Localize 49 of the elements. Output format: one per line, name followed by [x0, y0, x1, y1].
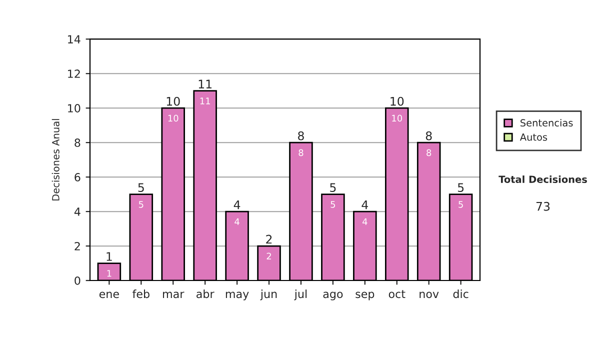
legend-label: Sentencias	[520, 118, 573, 127]
x-tick-label: dic	[453, 290, 468, 298]
data-label: 4	[362, 218, 368, 225]
x-tick-label: nov	[420, 292, 439, 298]
total-label: 2	[266, 234, 272, 244]
x-tick-label: jun	[260, 290, 277, 300]
data-label: 5	[330, 201, 336, 208]
data-label: 2	[266, 252, 271, 260]
total-label: 5	[458, 183, 464, 192]
total-label: 11	[198, 80, 212, 88]
data-label: 5	[458, 201, 463, 208]
legend-label: Autos	[520, 134, 548, 141]
total-label: 8	[298, 131, 304, 140]
x-tick-label: mar	[163, 292, 184, 298]
x-tick-label: ene	[99, 292, 119, 298]
total-label: 5	[138, 183, 144, 192]
x-tick-label: may	[226, 292, 249, 300]
x-tick-label: jul	[294, 290, 307, 300]
data-label: 5	[138, 201, 144, 208]
data-label: 8	[298, 149, 304, 156]
y-tick-label: 10	[68, 104, 80, 112]
text: 73	[536, 202, 550, 211]
y-axis-title: Decisiones Anual	[52, 119, 60, 200]
x-tick-label: abr	[196, 290, 214, 298]
y-tick-label: 8	[74, 138, 80, 147]
y-tick-label: 14	[68, 35, 80, 44]
y-tick-label: 2	[74, 242, 80, 250]
total-label: 5	[330, 183, 336, 192]
data-label: 4	[234, 218, 240, 225]
data-label: 1	[107, 270, 112, 277]
total-label: 10	[166, 96, 180, 106]
text: Total Decisiones	[498, 175, 587, 184]
data-label: 8	[426, 149, 432, 156]
x-tick-label: ago	[323, 292, 343, 300]
x-tick-label: sep	[356, 292, 374, 300]
x-tick-label: feb	[132, 290, 150, 298]
total-label: 4	[234, 200, 240, 210]
total-label: 1	[106, 252, 112, 261]
total-label: 4	[362, 200, 368, 210]
total-label: 8	[426, 131, 432, 140]
total-label: 10	[390, 96, 404, 106]
data-label: 10	[392, 114, 402, 122]
y-tick-label: 0	[74, 276, 80, 285]
data-label: 11	[200, 98, 210, 104]
y-tick-label: 6	[74, 173, 80, 182]
y-tick-label: 12	[68, 70, 80, 78]
x-tick-label: oct	[388, 290, 406, 298]
data-label: 10	[168, 114, 178, 122]
y-tick-label: 4	[74, 208, 80, 216]
